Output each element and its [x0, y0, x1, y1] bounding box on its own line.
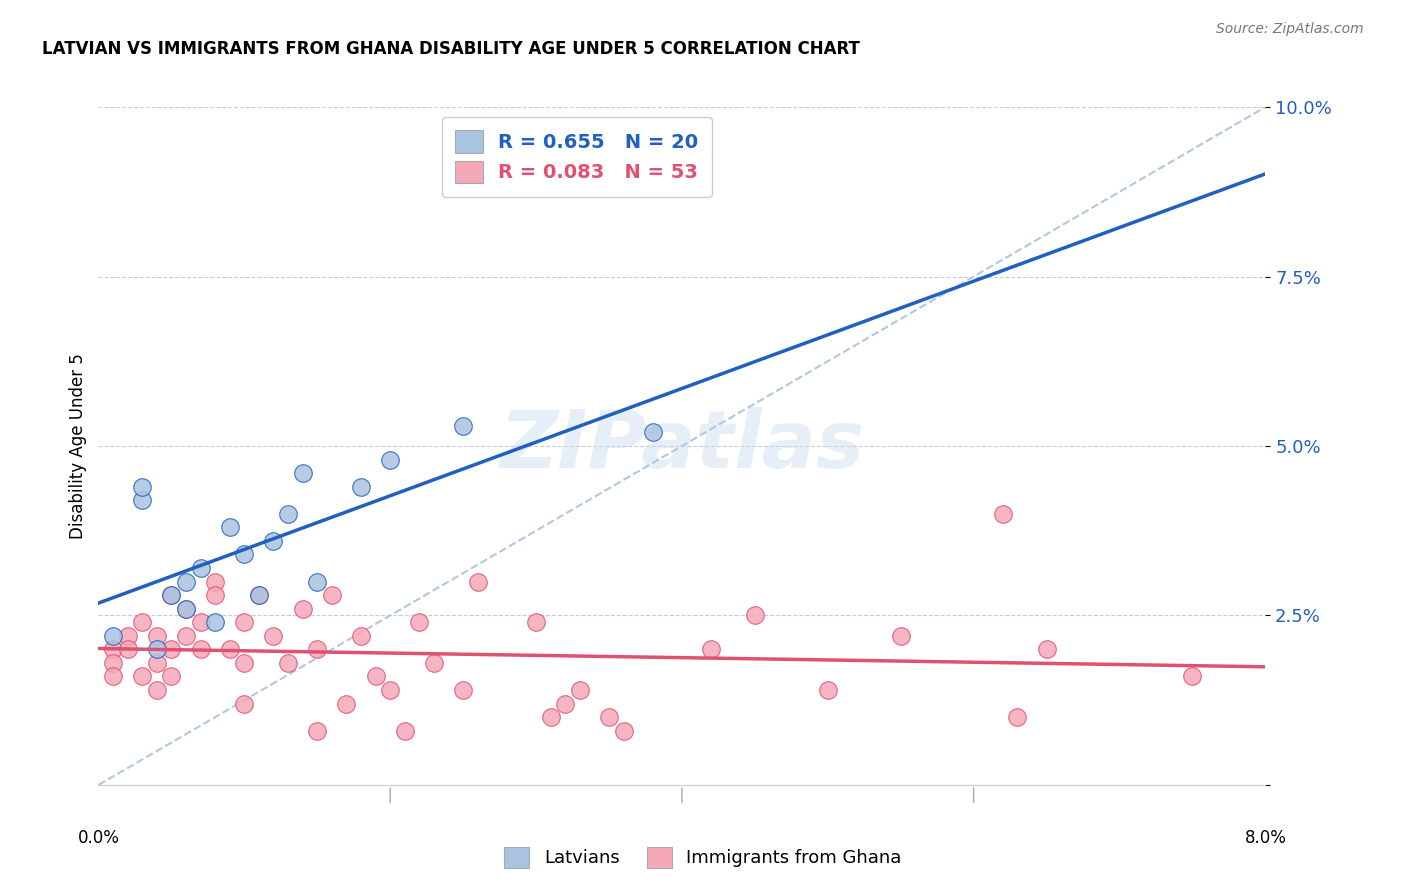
- Point: [817, 683, 839, 698]
- Point: [160, 588, 183, 602]
- Point: [641, 425, 664, 440]
- Text: 0.0%: 0.0%: [77, 829, 120, 847]
- Point: [117, 642, 139, 657]
- Point: [160, 642, 183, 657]
- Point: [247, 588, 270, 602]
- Point: [408, 615, 430, 630]
- Point: [146, 642, 169, 657]
- Point: [101, 629, 124, 643]
- Point: [131, 615, 153, 630]
- Point: [277, 507, 299, 521]
- Point: [554, 697, 576, 711]
- Point: [146, 656, 169, 670]
- Text: LATVIAN VS IMMIGRANTS FROM GHANA DISABILITY AGE UNDER 5 CORRELATION CHART: LATVIAN VS IMMIGRANTS FROM GHANA DISABIL…: [42, 40, 860, 58]
- Text: 8.0%: 8.0%: [1244, 829, 1286, 847]
- Point: [890, 629, 912, 643]
- Point: [247, 588, 270, 602]
- Legend: Latvians, Immigrants from Ghana: Latvians, Immigrants from Ghana: [494, 836, 912, 879]
- Point: [291, 601, 314, 615]
- Point: [262, 629, 284, 643]
- Point: [540, 710, 562, 724]
- Point: [174, 574, 197, 589]
- Point: [190, 561, 212, 575]
- Point: [160, 669, 183, 683]
- Point: [307, 723, 329, 738]
- Point: [612, 723, 634, 738]
- Point: [233, 697, 256, 711]
- Point: [1181, 669, 1204, 683]
- Point: [190, 615, 212, 630]
- Point: [204, 588, 226, 602]
- Point: [131, 480, 153, 494]
- Point: [190, 642, 212, 657]
- Point: [233, 615, 256, 630]
- Point: [131, 493, 153, 508]
- Point: [101, 669, 124, 683]
- Point: [131, 669, 153, 683]
- Point: [291, 466, 314, 480]
- Point: [423, 656, 446, 670]
- Point: [467, 574, 489, 589]
- Point: [598, 710, 620, 724]
- Point: [101, 656, 124, 670]
- Point: [262, 533, 284, 548]
- Point: [218, 520, 240, 534]
- Point: [218, 642, 240, 657]
- Point: [146, 629, 169, 643]
- Y-axis label: Disability Age Under 5: Disability Age Under 5: [69, 353, 87, 539]
- Point: [117, 629, 139, 643]
- Point: [307, 574, 329, 589]
- Point: [744, 608, 766, 623]
- Point: [524, 615, 547, 630]
- Legend: R = 0.655   N = 20, R = 0.083   N = 53: R = 0.655 N = 20, R = 0.083 N = 53: [441, 117, 711, 196]
- Point: [307, 642, 329, 657]
- Point: [700, 642, 723, 657]
- Point: [394, 723, 416, 738]
- Point: [146, 683, 169, 698]
- Point: [174, 601, 197, 615]
- Point: [321, 588, 343, 602]
- Point: [451, 683, 474, 698]
- Point: [380, 452, 402, 467]
- Text: ZIPatlas: ZIPatlas: [499, 407, 865, 485]
- Point: [568, 683, 591, 698]
- Point: [991, 507, 1014, 521]
- Point: [101, 642, 124, 657]
- Point: [174, 629, 197, 643]
- Point: [335, 697, 357, 711]
- Point: [160, 588, 183, 602]
- Point: [233, 656, 256, 670]
- Point: [277, 656, 299, 670]
- Text: Source: ZipAtlas.com: Source: ZipAtlas.com: [1216, 22, 1364, 37]
- Point: [380, 683, 402, 698]
- Point: [233, 548, 256, 562]
- Point: [364, 669, 387, 683]
- Point: [204, 574, 226, 589]
- Point: [1035, 642, 1057, 657]
- Point: [451, 418, 474, 433]
- Point: [174, 601, 197, 615]
- Point: [350, 480, 373, 494]
- Point: [350, 629, 373, 643]
- Point: [204, 615, 226, 630]
- Point: [1007, 710, 1029, 724]
